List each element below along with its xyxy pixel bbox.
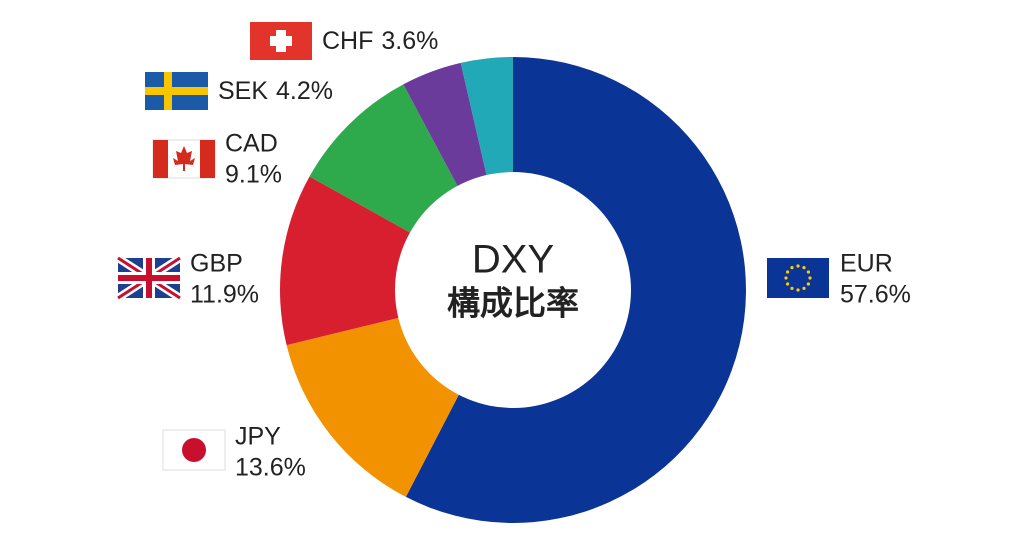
legend-label: CHF <box>322 27 373 55</box>
chart-subtitle: 構成比率 <box>447 285 579 322</box>
legend-label: JPY <box>235 423 281 451</box>
flag-sek <box>145 72 208 110</box>
legend-label: CAD <box>225 130 278 158</box>
flag-jpy <box>162 429 226 471</box>
legend-label: EUR <box>840 250 893 278</box>
value-label: 9.1% <box>225 161 282 189</box>
value-label: 11.9% <box>190 281 259 309</box>
value-label: 57.6% <box>840 281 911 309</box>
flag-gbp <box>115 254 183 302</box>
value-label: 13.6% <box>235 454 306 482</box>
value-label: 3.6% <box>381 27 438 55</box>
donut-hole <box>395 172 631 408</box>
legend-entry: CHF 3.6% <box>322 27 438 55</box>
flag-eur <box>767 258 829 298</box>
legend-label: GBP <box>190 250 243 278</box>
legend-label: SEK <box>218 77 268 105</box>
flag-chf <box>250 22 312 60</box>
flag-cad <box>152 139 216 179</box>
legend-entry: SEK 4.2% <box>218 77 333 105</box>
value-label: 4.2% <box>276 77 333 105</box>
chart-title: DXY <box>472 238 554 282</box>
